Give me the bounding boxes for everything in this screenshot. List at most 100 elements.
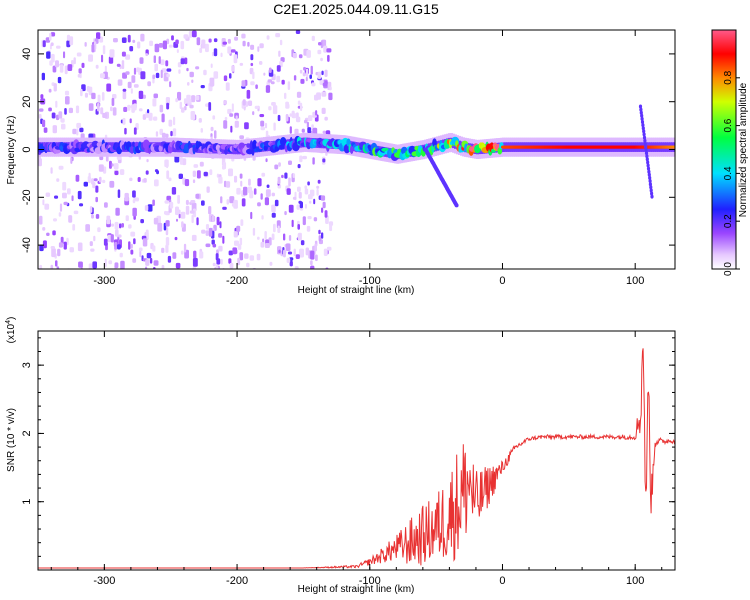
spectrogram-noise-cell [252,227,256,236]
spectrogram-noise-cell [190,200,196,204]
spectrogram-noise-cell [190,111,196,120]
spectrogram-noise-cell [288,204,294,213]
spectrogram-noise-cell [301,128,305,133]
spectrogram-noise-cell [224,180,227,188]
spectrogram-noise-cell [75,174,80,182]
spectrogram-noise-cell [152,98,157,107]
spectrogram-noise-cell [76,122,82,129]
spectrogram-noise-cell [162,40,167,50]
spectrogram-noise-cell [187,82,190,86]
spectrogram-noise-cell [132,199,136,204]
spectrogram-noise-cell [297,233,301,241]
spectrogram-noise-cell [191,95,196,103]
spectrogram-noise-cell [155,72,160,79]
spectrogram-noise-cell [63,201,68,206]
snr-x-ticks: -300 -200 -100 0 100 [50,331,663,587]
spectrogram-noise-cell [294,266,299,269]
spectrogram-noise-cell [201,229,206,234]
spectrogram-noise-cell [231,202,235,207]
spectrogram-noise-cell [250,44,255,50]
spectrogram-noise-cell [319,79,324,85]
spectrogram-noise-cell [295,30,301,34]
spectrogram-noise-cell [220,258,223,265]
spectrogram-noise-cell [128,224,132,229]
spectrogram-noise-cell [234,175,238,183]
spectrogram-branch-cell [647,172,651,177]
spectrogram-ridge-cell [350,145,354,154]
colorbar-label: Normalized spectral amplitude [738,82,749,217]
spectrogram-noise-cell [315,254,318,262]
spectrogram-y-tick-label: 40 [21,48,33,60]
spectrogram-noise-cell [76,128,79,136]
spectrogram-noise-cell [200,128,203,133]
spectrogram-noise-cell [279,39,283,46]
spectrogram-noise-cell [259,114,265,118]
spectrogram-y-tick-label: 0 [21,146,33,152]
spectrogram-noise-cell [42,199,45,206]
spectrogram-noise-cell [293,248,296,257]
spectrogram-noise-cell [265,158,268,163]
spectrogram-x-tick-label: 0 [499,275,505,287]
spectrogram-ridge-cell [132,141,135,148]
spectrogram-noise-cell [268,106,272,111]
spectrogram-noise-cell [115,207,120,216]
spectrogram-noise-cell [149,40,153,47]
spectrogram-noise-cell [189,210,195,214]
spectrogram-noise-cell [100,107,104,115]
spectrogram-x-axis-label: Height of straight line (km) [298,285,415,296]
spectrogram-noise-cell [49,60,53,66]
spectrogram-noise-cell [227,38,231,44]
spectrogram-noise-cell [122,117,126,125]
spectrogram-noise-cell [53,218,57,222]
spectrogram-noise-cell [230,49,236,53]
spectrogram-noise-cell [297,186,301,192]
spectrogram-noise-cell [164,159,169,168]
spectrogram-noise-cell [199,251,204,259]
spectrogram-branch-cell [645,154,649,159]
spectrogram-noise-cell [39,215,43,225]
spectrogram-noise-cell [140,71,146,80]
spectrogram-noise-cell [169,204,174,209]
spectrogram-noise-cell [305,68,309,78]
spectrogram-noise-cell [142,114,147,120]
spectrogram-noise-cell [58,165,64,170]
spectrogram-noise-cell [225,82,230,91]
spectrogram-noise-cell [138,247,143,252]
spectrogram-noise-cell [121,60,125,70]
spectrogram-noise-cell [248,178,251,186]
spectrogram-noise-cell [171,35,174,41]
spectrogram-noise-cell [178,213,181,219]
spectrogram-noise-cell [222,235,225,244]
spectrogram-y-ticks: -40 -20 0 20 40 [21,48,675,253]
spectrogram-noise-cell [235,115,238,120]
spectrogram-noise-cell [145,229,149,239]
spectrogram-noise-cell [259,43,264,49]
spectrogram-noise-cell [55,114,60,121]
spectrogram-noise-cell [135,197,139,202]
spectrogram-noise-cell [48,88,52,93]
spectrogram-noise-cell [257,178,262,187]
spectrogram-noise-cell [84,92,88,98]
spectrogram-noise-cell [42,227,46,231]
spectrogram-branch-cell [638,104,643,109]
spectrogram-branch-cell [641,126,645,131]
spectrogram-noise-cell [50,32,56,37]
spectrogram-noise-cell [188,31,193,38]
spectrogram-noise-cell [84,42,87,47]
spectrogram-noise-cell [175,39,179,45]
spectrogram-noise-cell [317,71,322,79]
colorbar-tick-label: 0.8 [723,70,734,84]
spectrogram-noise-cell [223,100,227,105]
spectrogram-noise-cell [137,177,141,182]
spectrogram-noise-cell [64,90,70,96]
spectrogram-branch-cell [647,169,651,174]
spectrogram-noise-cell [95,185,99,193]
spectrogram-noise-cell [61,118,65,123]
spectrogram-noise-cell [219,221,222,229]
spectrogram-noise-cell [130,243,133,249]
spectrogram-noise-cell [93,235,96,242]
spectrogram-noise-cell [227,46,232,54]
spectrogram-noise-cell [125,71,130,75]
spectrogram-noise-cell [329,86,332,91]
spectrogram-noise-cell [50,246,55,250]
